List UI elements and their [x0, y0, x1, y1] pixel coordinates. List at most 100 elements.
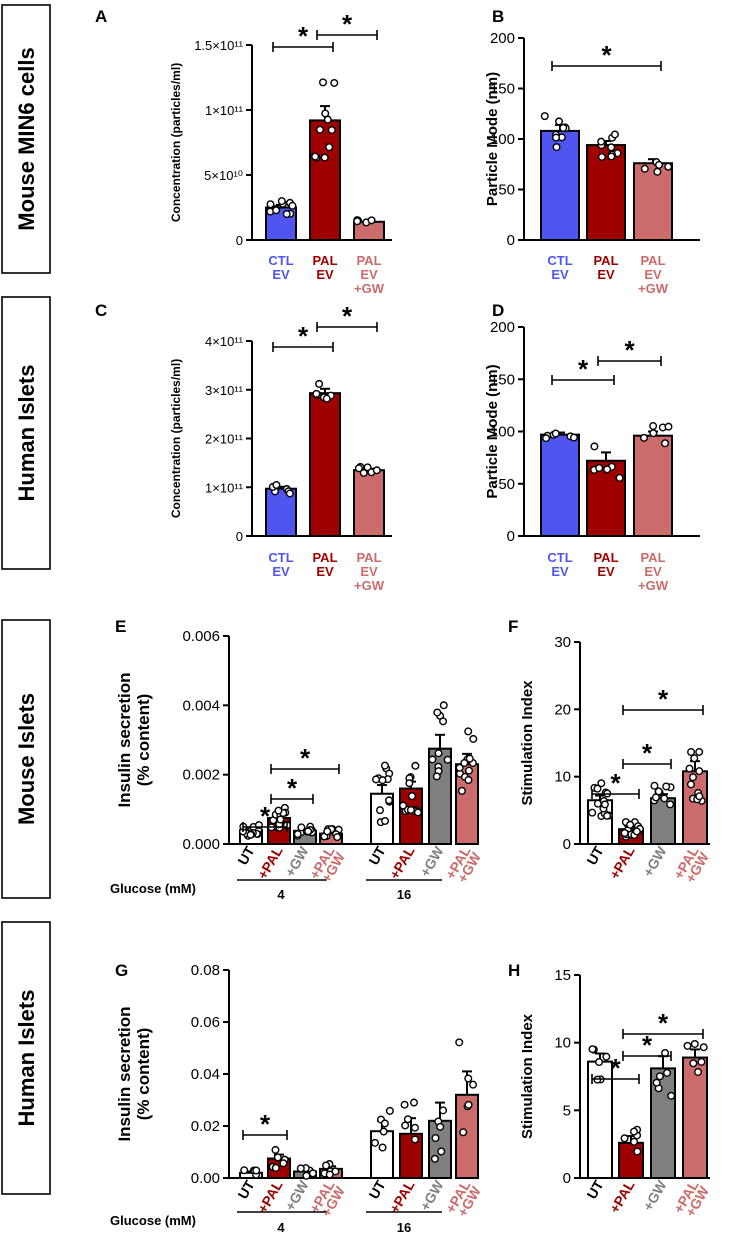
y-axis-label: Particle Mode (nm)	[484, 364, 501, 498]
significance-star: *	[642, 738, 653, 768]
y-tick-label: 0.000	[182, 836, 220, 853]
category-label: EV	[644, 564, 662, 579]
chart-panel-c: C 0 1×10¹¹ 2×10¹¹ 3×10¹¹ 4×10¹¹ Concentration …	[95, 301, 392, 593]
data-point	[694, 1067, 703, 1076]
data-point	[649, 422, 658, 431]
data-point	[325, 143, 334, 152]
category-label: EV	[644, 267, 662, 282]
data-point	[664, 162, 673, 171]
data-point	[315, 379, 324, 388]
data-point	[246, 830, 255, 839]
y-tick-label: 3×10¹¹	[205, 383, 244, 398]
data-point	[406, 805, 415, 814]
data-point	[297, 823, 306, 832]
glucose-annotation-g: Glucose (mM) 4 16	[110, 1211, 442, 1235]
data-point	[540, 112, 549, 121]
data-point	[630, 1137, 639, 1146]
bar	[309, 119, 341, 241]
panel-label: C	[95, 301, 107, 320]
category-label: EV	[272, 564, 290, 579]
data-point	[333, 833, 342, 842]
data-point	[372, 466, 381, 475]
y-axis-label: (% content)	[134, 694, 153, 787]
category-label: EV	[551, 267, 569, 282]
category-label: PAL	[593, 550, 618, 565]
y-tick-label: 1×10¹¹	[205, 103, 244, 118]
y-tick-label: 4×10¹¹	[205, 334, 244, 349]
data-point	[542, 434, 551, 443]
category-label: UT	[365, 1177, 388, 1202]
panel-label: B	[492, 7, 504, 26]
data-point	[629, 1127, 638, 1136]
row-label-text: Human Islets	[14, 990, 39, 1127]
data-point	[695, 747, 704, 756]
data-point	[431, 1134, 440, 1143]
data-point	[559, 123, 568, 132]
data-point	[401, 1121, 410, 1130]
data-point	[593, 784, 602, 793]
category-label: +PAL+GW	[442, 1177, 484, 1222]
data-point	[367, 216, 376, 225]
y-axis-label: (% content)	[134, 1028, 153, 1121]
data-point	[380, 761, 389, 770]
panel-label: E	[115, 617, 126, 636]
y-tick-label: 1×10¹¹	[205, 480, 244, 495]
data-point	[697, 1057, 706, 1066]
y-tick-label: 5×10¹⁰	[204, 168, 243, 183]
bar	[309, 392, 341, 537]
y-tick-label: 200	[490, 30, 515, 47]
data-point	[663, 1068, 672, 1077]
y-tick-label: 0.02	[191, 1118, 220, 1135]
data-point	[279, 1159, 288, 1168]
data-point	[276, 815, 285, 824]
y-tick-label: 150	[490, 81, 515, 98]
data-point	[690, 754, 699, 763]
category-label-line: +PAL	[606, 843, 638, 882]
data-point	[695, 792, 704, 801]
data-point	[381, 816, 390, 825]
category-label: UT	[234, 843, 257, 868]
data-point	[469, 734, 478, 743]
data-point	[432, 772, 441, 781]
data-point	[285, 489, 294, 498]
data-point	[464, 727, 473, 736]
glucose-high-label: 16	[397, 887, 411, 902]
data-point	[409, 1098, 418, 1107]
y-tick-label: 150	[490, 371, 515, 388]
data-point	[602, 1052, 611, 1061]
chart-panel-a: A 0 5×10¹⁰ 1×10¹¹ 1.5×10¹¹ Concentration (par…	[95, 7, 392, 296]
bar	[682, 770, 708, 846]
row-label-text: Human Islets	[14, 365, 39, 502]
category-label: EV	[597, 564, 615, 579]
category-label: +PAL+GW	[306, 843, 348, 888]
data-point	[699, 1043, 708, 1052]
data-point	[455, 763, 464, 772]
significance-star: *	[658, 1008, 669, 1038]
data-point	[443, 755, 452, 764]
category-label: EV	[316, 267, 334, 282]
significance-star: *	[610, 1053, 621, 1083]
category-label-line: +PAL	[254, 843, 286, 882]
bar	[540, 433, 580, 538]
data-point	[311, 152, 320, 161]
panel-label: G	[115, 961, 128, 980]
data-point	[607, 143, 616, 152]
data-point	[569, 433, 578, 442]
data-point	[640, 164, 649, 173]
y-tick-label: 100	[490, 424, 515, 441]
y-tick-label: 10	[554, 1035, 571, 1052]
data-point	[378, 776, 387, 785]
data-point	[650, 781, 659, 790]
data-point	[666, 800, 675, 809]
category-label-line: UT	[583, 1177, 606, 1202]
data-point	[683, 1041, 692, 1050]
glucose-high-label: 16	[397, 1220, 411, 1235]
data-point	[607, 152, 616, 161]
y-tick-label: 50	[498, 476, 515, 493]
bar	[586, 144, 626, 241]
y-tick-label: 0.04	[191, 1066, 220, 1083]
data-point	[633, 1147, 642, 1156]
